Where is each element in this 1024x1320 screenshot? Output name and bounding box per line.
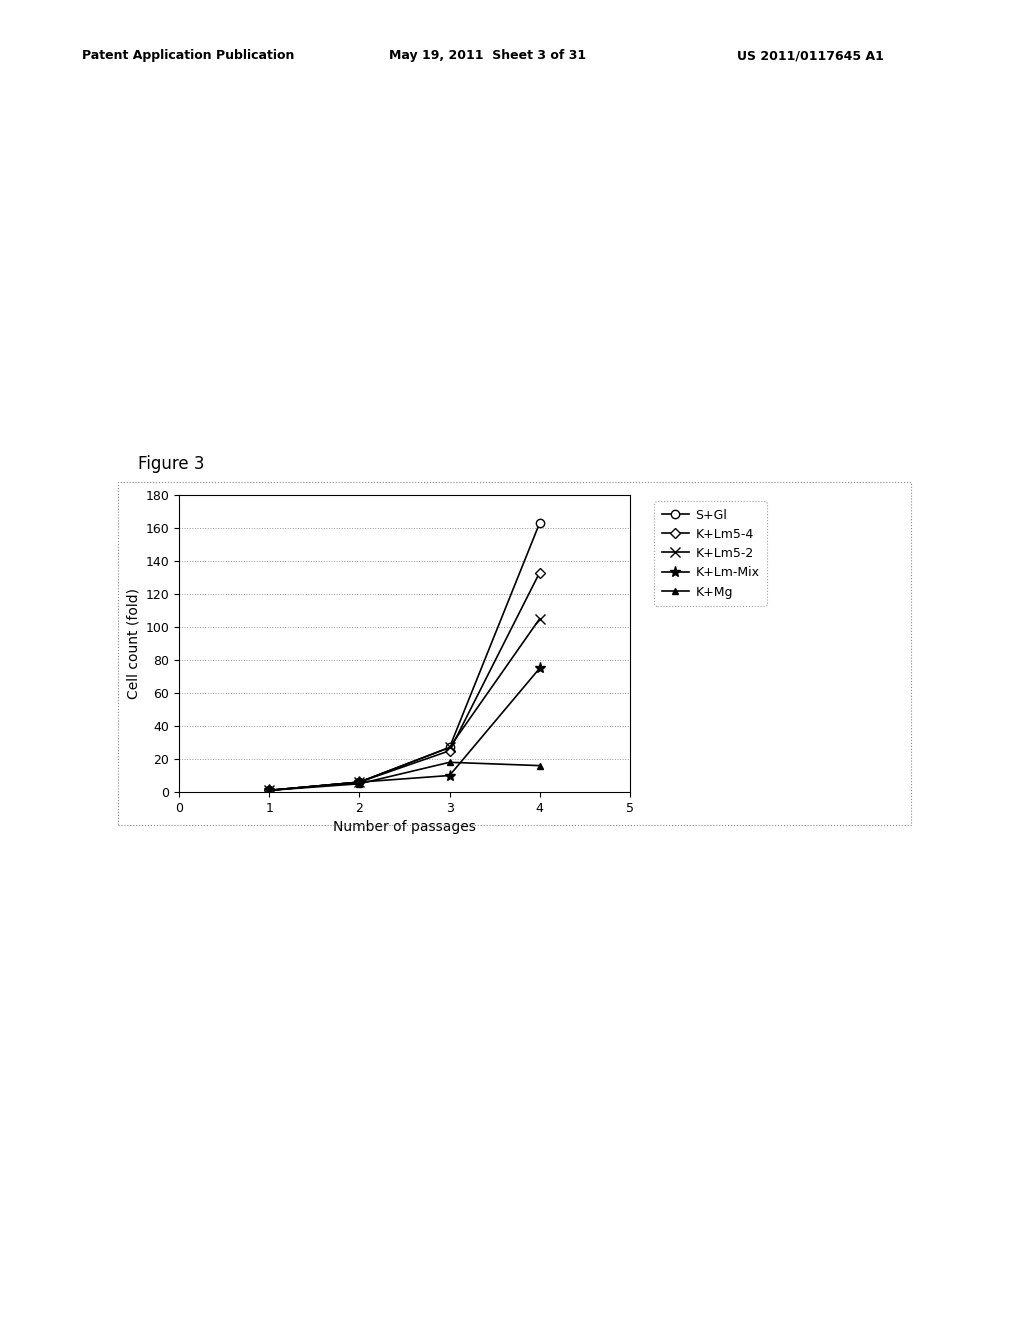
Legend: S+Gl, K+Lm5-4, K+Lm5-2, K+Lm-Mix, K+Mg: S+Gl, K+Lm5-4, K+Lm5-2, K+Lm-Mix, K+Mg [654, 502, 767, 606]
Text: Patent Application Publication: Patent Application Publication [82, 49, 294, 62]
Text: US 2011/0117645 A1: US 2011/0117645 A1 [737, 49, 884, 62]
X-axis label: Number of passages: Number of passages [333, 820, 476, 834]
Text: May 19, 2011  Sheet 3 of 31: May 19, 2011 Sheet 3 of 31 [389, 49, 587, 62]
Y-axis label: Cell count (fold): Cell count (fold) [126, 587, 140, 700]
Text: Figure 3: Figure 3 [138, 454, 205, 473]
